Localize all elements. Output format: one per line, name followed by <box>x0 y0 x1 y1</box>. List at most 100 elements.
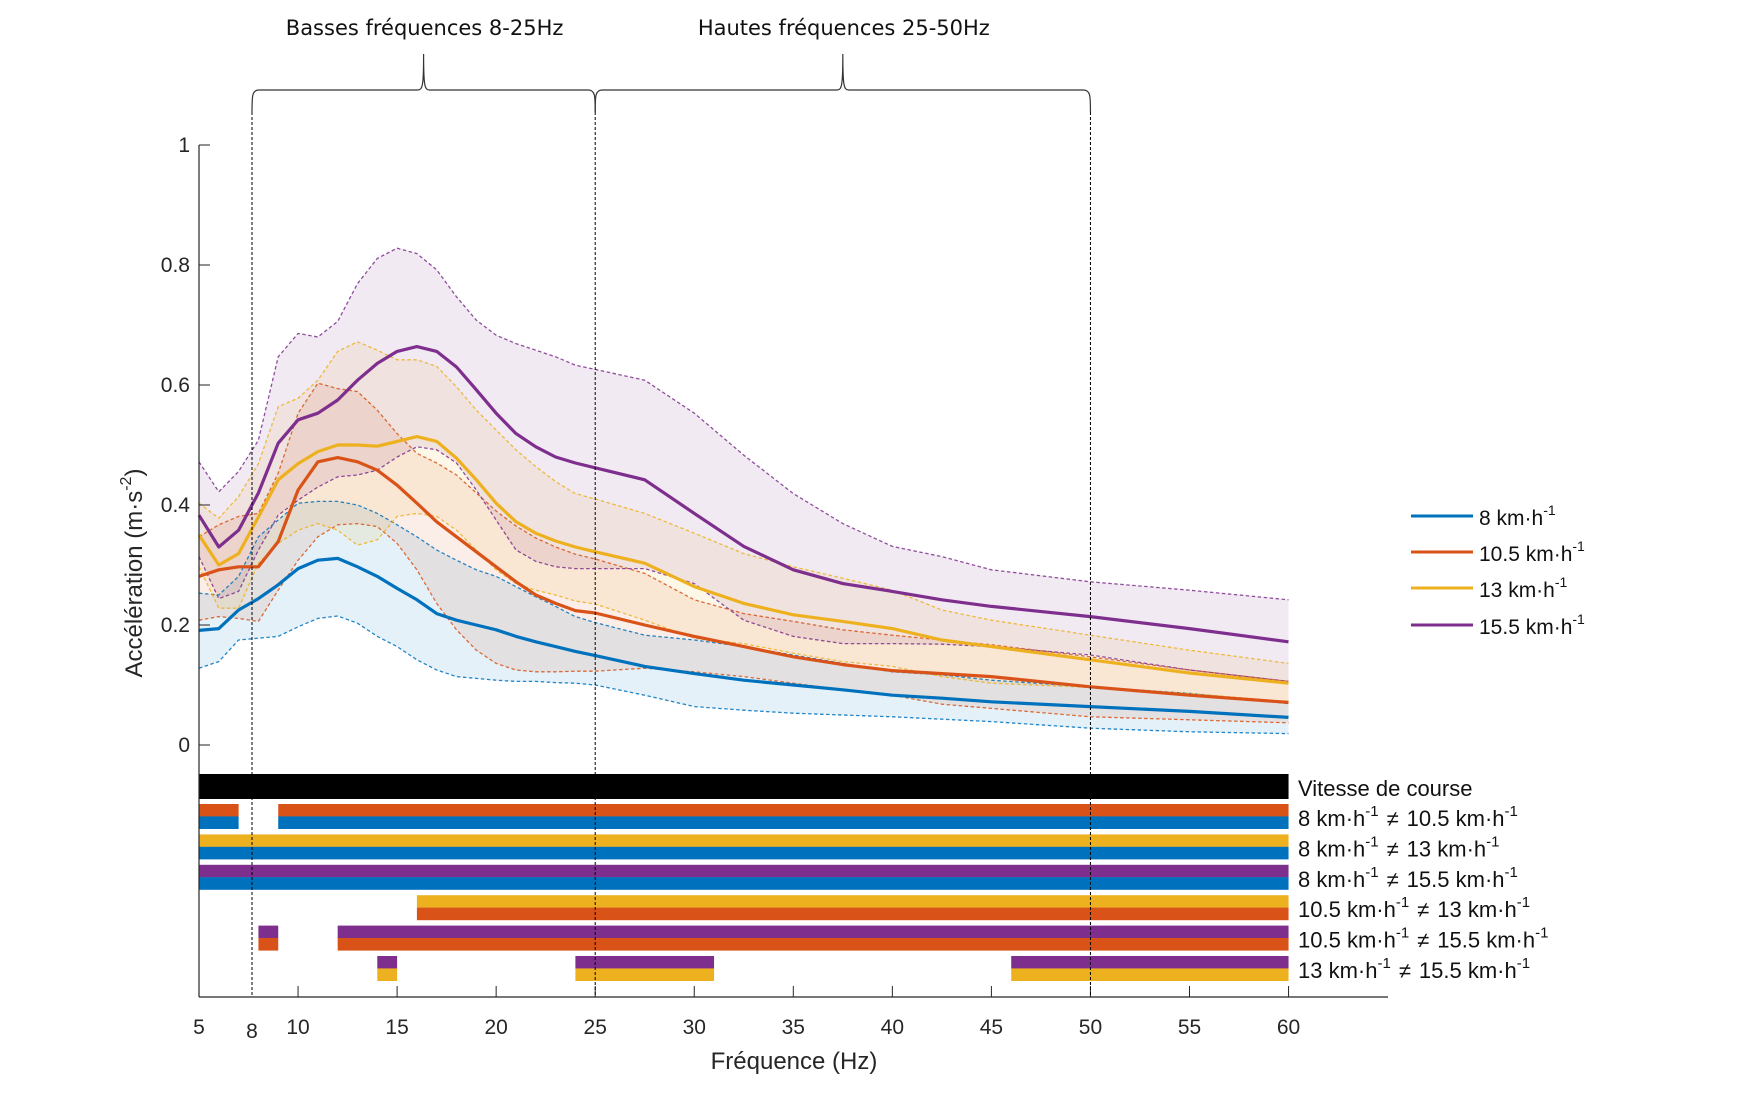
comparison-b: 15.5 <box>1437 928 1480 953</box>
legend-unit: km·h <box>1520 543 1573 566</box>
unit: km·h <box>1341 928 1396 953</box>
unit: km·h <box>1450 867 1505 892</box>
y-tick-label: 0.6 <box>161 374 190 397</box>
legend-exponent: -1 <box>1543 502 1556 518</box>
frequency-band-annotations: 8 Basses fréquences 8-25Hz Hautes fréquenc… <box>246 16 1092 1043</box>
mean-line-series-2 <box>197 435 1289 685</box>
band-fill-series-1 <box>199 383 1289 723</box>
x-tick-label-8: 8 <box>246 1020 258 1043</box>
comparison-a: 13 <box>1298 958 1322 983</box>
exponent: -1 <box>1396 925 1409 942</box>
neq-symbol: ≠ <box>1417 928 1429 953</box>
comparison-bar-bottom <box>278 816 1289 829</box>
lower-bound-line-series-0 <box>198 615 1289 735</box>
comparison-bar-bottom <box>199 846 1289 860</box>
exponent: -1 <box>1365 864 1378 881</box>
legend-value: 13 <box>1479 579 1502 602</box>
comparison-bar-top <box>337 925 1289 939</box>
comparison-label: 13 km·h-1 ≠ 15.5 km·h-1 <box>1298 955 1530 983</box>
comparison-a: 8 <box>1298 867 1310 892</box>
y-tick-label: 1 <box>178 134 190 157</box>
x-tick-label: 25 <box>584 1016 607 1039</box>
band-annotation-label: Hautes fréquences 25-50Hz <box>698 16 990 40</box>
comparison-label: 10.5 km·h-1 ≠ 13 km·h-1 <box>1298 894 1530 922</box>
exponent: -1 <box>1505 803 1518 820</box>
exponent: -1 <box>1377 955 1390 972</box>
exponent: -1 <box>1517 894 1530 911</box>
neq-symbol: ≠ <box>1417 897 1429 922</box>
legend-exponent: -1 <box>1555 574 1568 590</box>
band-annotation-label: Basses fréquences 8-25Hz <box>286 16 564 40</box>
y-axis-title-close: ) <box>121 469 148 477</box>
x-axis-title: Fréquence (Hz) <box>711 1048 878 1075</box>
y-tick-label: 0.8 <box>161 254 190 277</box>
x-tick-label: 5 <box>193 1016 205 1039</box>
legend-label-series-1: 10.5 km·h-1 <box>1479 538 1585 566</box>
comparison-label: 8 km·h-1 ≠ 15.5 km·h-1 <box>1298 864 1518 892</box>
neq-symbol: ≠ <box>1387 806 1399 831</box>
exponent: -1 <box>1535 925 1548 942</box>
unit: km·h <box>1480 928 1535 953</box>
exponent: -1 <box>1365 803 1378 820</box>
comparison-bar-top <box>278 804 1289 817</box>
comparison-bar-top <box>199 864 1289 878</box>
band-fill-series-2 <box>199 341 1289 702</box>
comparison-b: 15.5 <box>1407 867 1450 892</box>
brace-1 <box>594 53 1092 113</box>
legend-exponent: -1 <box>1572 611 1585 627</box>
comparison-bar-top <box>199 804 239 817</box>
x-tick-label: 40 <box>881 1016 904 1039</box>
comparison-bar-bottom <box>575 968 715 981</box>
exponent: -1 <box>1365 833 1378 850</box>
x-tick-label: 45 <box>980 1016 1003 1039</box>
neq-symbol: ≠ <box>1387 867 1399 892</box>
upper-bound-line-series-3 <box>198 247 1289 601</box>
upper-bound-line-series-2 <box>198 341 1289 665</box>
x-tick-label: 55 <box>1178 1016 1201 1039</box>
neq-symbol: ≠ <box>1387 836 1399 861</box>
unit: km·h <box>1431 836 1486 861</box>
mean-line-series-3 <box>197 345 1289 644</box>
legend-value: 10.5 <box>1479 543 1520 566</box>
unit: km·h <box>1462 958 1517 983</box>
comparison-label: 8 km·h-1 ≠ 10.5 km·h-1 <box>1298 803 1518 831</box>
x-tick-label: 15 <box>385 1016 408 1039</box>
unit: km·h <box>1322 958 1377 983</box>
legend-label-series-0: 8 km·h-1 <box>1479 502 1556 530</box>
comparison-bar-bottom <box>416 907 1289 921</box>
neq-symbol: ≠ <box>1399 958 1411 983</box>
comparison-a: 10.5 <box>1298 897 1341 922</box>
y-tick-label: 0.2 <box>161 614 190 637</box>
comparison-bar-bottom <box>199 816 239 829</box>
x-tick-label: 20 <box>484 1016 507 1039</box>
mean-lines <box>197 345 1289 719</box>
comparison-label: 8 km·h-1 ≠ 13 km·h-1 <box>1298 833 1500 861</box>
main-effect-label: Vitesse de course <box>1298 776 1472 801</box>
mean-line-series-1 <box>198 456 1289 704</box>
mean-line-series-0 <box>198 556 1289 719</box>
y-axis-title-exponent: -2 <box>118 476 135 490</box>
legend-unit: km·h <box>1502 579 1555 602</box>
x-tick-label: 35 <box>782 1016 805 1039</box>
comparison-bar-top <box>377 956 398 969</box>
exponent: -1 <box>1517 955 1530 972</box>
comparison-b: 13 <box>1437 897 1461 922</box>
x-tick-label: 10 <box>286 1016 309 1039</box>
axes: 00.20.40.60.815 10 15 20 25 30 35 40 45 50 55 60Fré… <box>118 134 1388 1075</box>
comparison-b: 10.5 <box>1407 806 1450 831</box>
legend-label-series-2: 13 km·h-1 <box>1479 574 1568 602</box>
legend-unit: km·h <box>1491 507 1544 530</box>
unit: km·h <box>1310 806 1365 831</box>
exponent: -1 <box>1505 864 1518 881</box>
x-tick-label: 30 <box>683 1016 706 1039</box>
exponent: -1 <box>1486 833 1499 850</box>
legend-label-series-3: 15.5 km·h-1 <box>1479 611 1585 639</box>
legend: 8 km·h-110.5 km·h-113 km·h-115.5 km·h-1 <box>1411 502 1585 639</box>
unit: km·h <box>1341 897 1396 922</box>
lower-bound-line-series-3 <box>198 446 1289 683</box>
y-axis-title: Accélération (m·s-2) <box>118 469 148 678</box>
brace-0 <box>251 53 596 113</box>
legend-value: 8 <box>1479 507 1491 530</box>
legend-exponent: -1 <box>1572 538 1585 554</box>
